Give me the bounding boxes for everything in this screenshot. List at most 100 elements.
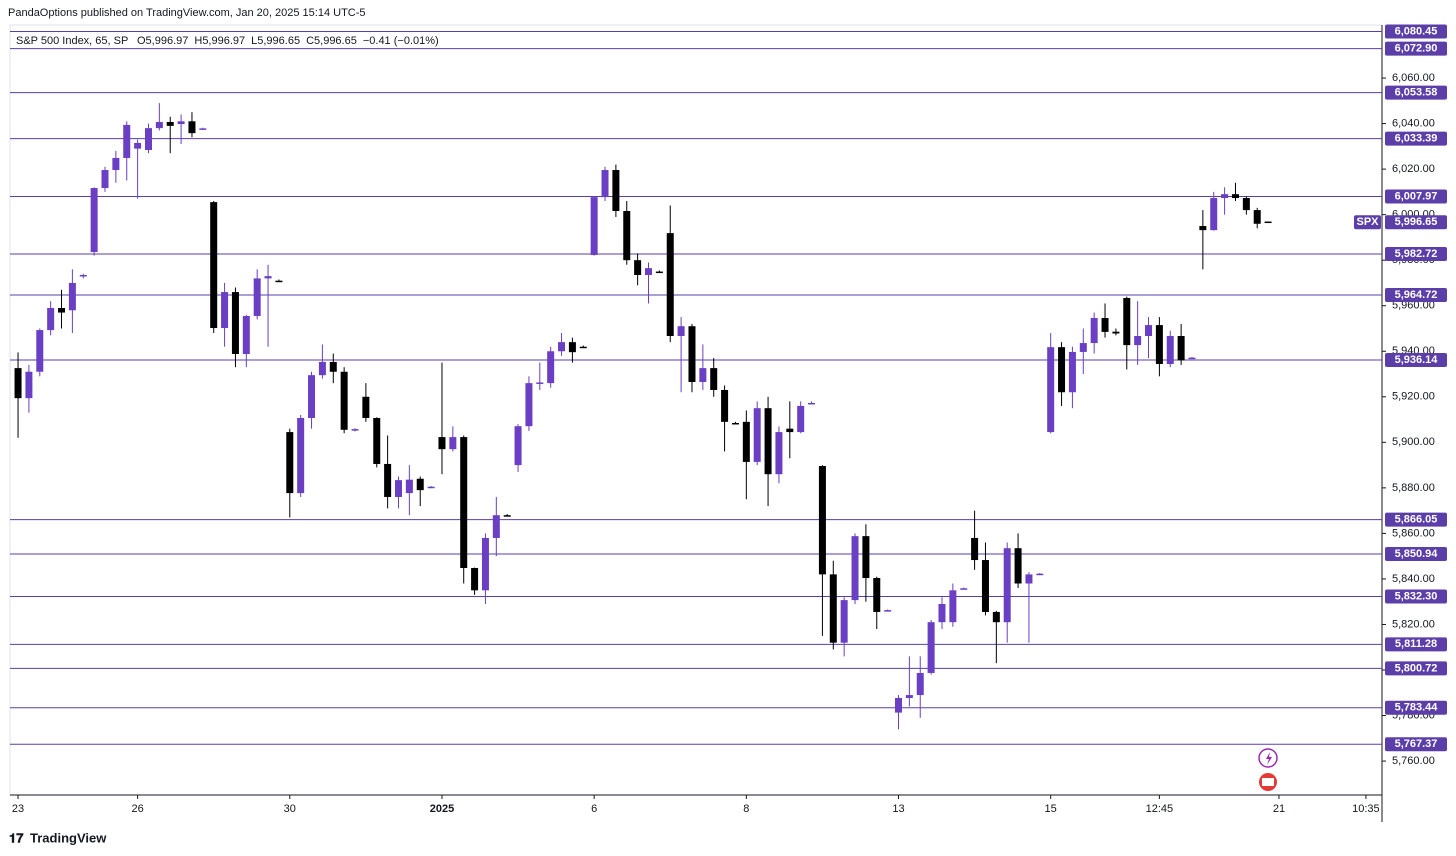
candle-body [384,463,392,497]
candle-body [808,402,816,405]
candle-body [329,361,337,372]
candle-body [568,342,576,353]
candle-body [818,466,826,575]
candle-body [992,611,1000,623]
level-label-box [1385,353,1447,368]
candle-body [895,698,903,713]
candle-body [449,437,457,450]
symbol-legend: S&P 500 Index, 65, SP [16,35,128,47]
candle-body [144,128,152,150]
candle-body [644,268,652,275]
candle-body [884,610,892,612]
x-tick-label: 2025 [430,803,454,815]
y-tick-label: 6,040.00 [1392,117,1435,129]
level-label: 5,767.37 [1395,738,1438,750]
ohlc-value: H5,996.97 [194,35,245,47]
candle-body [242,315,250,354]
candle-body [938,603,946,623]
last-price-label: 5,996.65 [1395,216,1438,228]
candle-body [1079,343,1087,352]
candle-body [221,292,229,329]
candle-body [231,292,239,354]
level-label-box [1385,24,1447,39]
candle-body [1145,325,1153,337]
candle-body [1155,325,1163,365]
candle-body [677,326,685,337]
footer-logo-mark: 𝟏𝟕 [9,830,24,845]
candle-body [362,396,370,418]
x-tick-label: 6 [591,803,597,815]
y-tick-label: 6,020.00 [1392,163,1435,175]
candle-body [1025,574,1033,584]
candle-body [405,479,413,494]
candle-body [25,371,33,399]
candle-body [112,157,120,171]
candle-body [79,274,87,277]
candle-body [1199,226,1207,231]
candle-body [1058,347,1066,393]
level-label-box [1385,737,1447,752]
candle-body [775,432,783,475]
candle-body [134,142,142,149]
candle-body [286,432,294,494]
candle-body [1047,347,1055,433]
candle-body [862,536,870,579]
candle-body [1068,351,1076,393]
level-label: 5,866.05 [1395,514,1438,526]
level-label-box [1385,661,1447,676]
level-label: 5,800.72 [1395,662,1438,674]
level-label: 6,033.39 [1395,133,1438,145]
candle-body [840,600,848,643]
y-tick-label: 5,760.00 [1392,755,1435,767]
x-tick-label: 15 [1045,803,1057,815]
candle-body [503,515,511,517]
ohlc-value: O5,996.97 [137,35,188,47]
candle-body [786,428,794,433]
candle-body [90,188,98,252]
candle-body [547,351,555,384]
candle-body [634,260,642,275]
candle-body [981,560,989,612]
legend: S&P 500 Index, 65, SP O5,996.97 H5,996.97… [16,35,439,47]
y-tick-label: 5,900.00 [1392,436,1435,448]
candle-body [1090,318,1098,344]
x-tick-label: 8 [743,803,749,815]
candle-body [199,128,207,130]
candle-body [471,568,479,591]
candle-body [253,278,261,316]
candle-body [1264,221,1272,224]
level-label-box [1385,637,1447,652]
candle-body [731,422,739,425]
candle-body [1112,331,1120,334]
candle-body [514,426,522,466]
level-label: 5,811.28 [1395,638,1437,650]
y-tick-label: 5,860.00 [1392,527,1435,539]
level-label-box [1385,189,1447,204]
level-label: 6,072.90 [1395,43,1438,55]
candle-body [177,121,185,125]
candle-body [36,330,44,372]
candle-body [373,417,381,464]
candle-body [666,233,674,337]
candle-body [1101,318,1109,332]
level-label-box [1385,85,1447,100]
footer-logo: TradingView [30,830,107,845]
candle-body [710,368,718,390]
candle-body [688,326,696,382]
x-tick-label: 23 [12,803,24,815]
candle-body [916,672,924,696]
level-label: 6,080.45 [1395,25,1438,37]
candle-body [579,346,587,349]
candle-body [1014,548,1022,584]
candle-body [68,282,76,311]
level-label-box [1385,512,1447,527]
ohlc-value: C5,996.65 [306,35,357,47]
candle-body [1253,210,1261,224]
candle-body [1177,336,1185,361]
candle-body [699,368,707,382]
candle-body [58,308,66,313]
candle-body [123,124,131,158]
level-label-box [1385,700,1447,715]
symbol-tag-box [1354,215,1381,230]
level-label: 5,964.72 [1395,289,1438,301]
